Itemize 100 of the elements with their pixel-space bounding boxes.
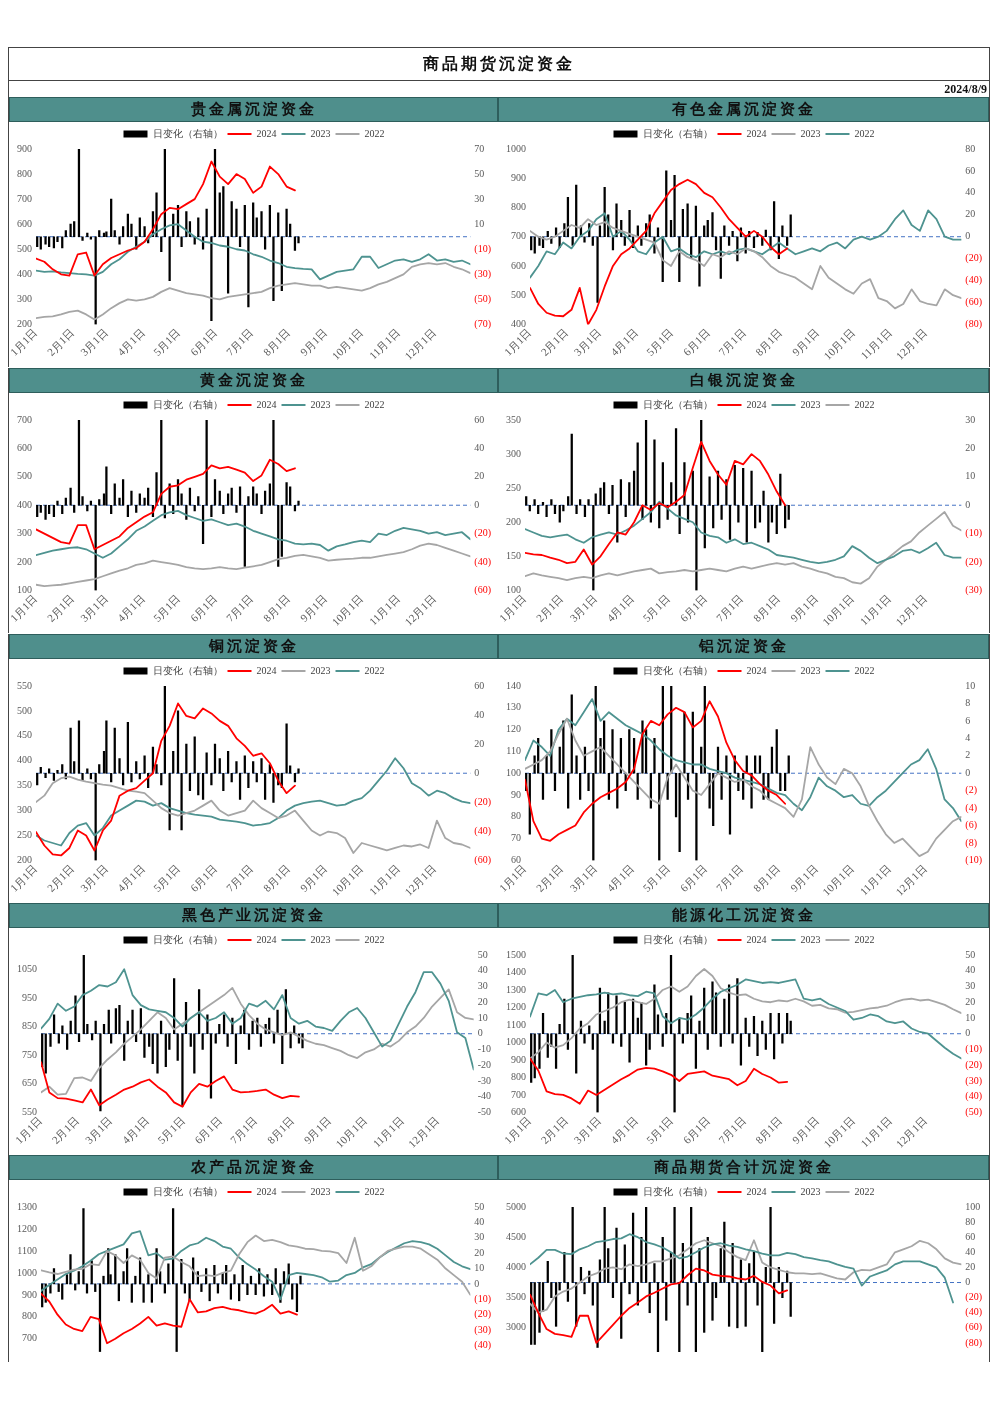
y2-tick-label: -40: [477, 1090, 492, 1102]
x-tick-label: 10月1日: [820, 862, 856, 898]
x-tick-label: 5月1日: [640, 862, 673, 894]
y2-tick-label: 0: [477, 1027, 483, 1039]
bar: [545, 504, 548, 517]
x-tick-label: 9月1日: [789, 1114, 822, 1146]
y2-tick-label: (20): [965, 555, 983, 568]
bar: [703, 225, 706, 238]
y-tick-label: 750: [22, 1048, 37, 1060]
x-tick-label: 4月1日: [115, 326, 147, 358]
x-tick-label: 11月1日: [857, 592, 893, 628]
x-tick-label: 6月1日: [677, 592, 710, 624]
y2-tick-label: 10: [965, 470, 976, 482]
x-tick-label: 10月1日: [820, 592, 856, 628]
bar: [583, 236, 586, 243]
x-tick-label: 5月1日: [150, 592, 183, 624]
x-tick-label: 3月1日: [567, 592, 600, 624]
x-tick-label: 11月1日: [370, 1114, 406, 1150]
legend-label: 2023: [310, 1185, 331, 1197]
legend-label: 2023: [800, 933, 821, 945]
y2-tick-label: (40): [474, 824, 492, 837]
y-tick-label: 800: [17, 167, 32, 179]
x-tick-label: 4月1日: [608, 326, 641, 358]
y2-tick-label: 30: [474, 192, 485, 204]
y2-tick-label: (60): [474, 584, 492, 597]
bar: [293, 236, 297, 251]
y2-tick-label: (20): [474, 795, 492, 808]
bar: [720, 772, 723, 800]
y-tick-label: 700: [511, 1088, 526, 1100]
bar: [135, 761, 138, 774]
x-tick-label: 6月1日: [187, 862, 220, 894]
bar: [259, 1033, 263, 1047]
x-tick-label: 4月1日: [604, 862, 637, 894]
y-tick-label: 500: [17, 242, 32, 254]
text: 商品期货沉淀资金: [9, 48, 989, 81]
y2-tick-label: (20): [965, 1291, 983, 1304]
legend-label: 2022: [854, 127, 875, 139]
legend-label: 日变化（右轴）: [642, 127, 713, 139]
y2-tick-label: (60): [474, 854, 492, 867]
y-tick-label: 1300: [17, 1200, 37, 1212]
y2-tick-label: 40: [965, 186, 976, 198]
x-tick-label: 10月1日: [329, 592, 366, 628]
y2-tick-label: 10: [965, 679, 976, 691]
y2-tick-label: (80): [965, 318, 983, 331]
y2-tick-label: 40: [477, 964, 488, 976]
x-tick-label: 10月1日: [329, 326, 366, 362]
bar: [105, 720, 108, 774]
y-tick-label: 140: [506, 679, 521, 691]
bar: [285, 482, 288, 506]
y2-tick-label: 50: [965, 948, 976, 960]
y2-tick-label: (20): [965, 252, 983, 265]
x-tick-label: 6月1日: [187, 592, 220, 624]
y2-tick-label: 30: [965, 413, 976, 425]
x-tick-label: 9月1日: [297, 862, 330, 894]
y2-tick-label: 0: [474, 498, 480, 510]
y-tick-label: 70: [511, 832, 521, 844]
y-tick-label: 120: [506, 723, 521, 735]
y-tick-label: 1100: [506, 1018, 526, 1030]
bar: [252, 761, 255, 774]
y2-tick-label: (10): [965, 527, 983, 540]
bar: [789, 1282, 792, 1317]
bar: [727, 1282, 731, 1327]
y2-tick-label: 10: [474, 1262, 485, 1274]
y2-tick-label: 4: [965, 731, 971, 743]
x-tick-label: 11月1日: [858, 326, 894, 362]
x-tick-label: 3月1日: [571, 1114, 604, 1146]
x-tick-label: 3月1日: [78, 862, 110, 894]
bar: [89, 500, 93, 506]
y2-tick-label: (40): [474, 1339, 492, 1352]
y-tick-label: 450: [17, 729, 32, 741]
y-tick-label: 130: [506, 701, 521, 713]
y2-tick-label: 40: [965, 964, 976, 976]
x-tick-label: 3月1日: [82, 1114, 115, 1146]
y2-tick-label: 20: [474, 470, 485, 482]
x-tick-label: 7月1日: [223, 326, 256, 358]
legend-label: 2022: [364, 664, 385, 676]
text: 2024/8/9: [943, 81, 988, 97]
y-tick-label: 300: [17, 293, 32, 304]
bar: [44, 504, 47, 520]
chart-title: 农产品沉淀资金: [9, 1155, 498, 1180]
x-tick-label: 12月1日: [893, 1114, 930, 1150]
x-tick-label: 7月1日: [223, 592, 256, 624]
bar: [764, 1033, 767, 1050]
y-tick-label: 900: [22, 1288, 37, 1300]
x-tick-label: 9月1日: [787, 592, 820, 624]
legend-label: 2024: [746, 398, 767, 410]
y-tick-label: 900: [511, 1053, 526, 1065]
y2-tick-label: 30: [965, 980, 976, 992]
bar: [89, 236, 93, 240]
y-tick-label: 1050: [17, 962, 37, 974]
bar: [226, 751, 230, 774]
x-tick-label: 5月1日: [640, 592, 673, 624]
bar: [673, 174, 676, 238]
legend-label: 2023: [800, 127, 821, 139]
y-tick-label: 1200: [506, 1001, 526, 1013]
legend-label: 2024: [746, 1185, 767, 1197]
bar: [176, 1033, 179, 1061]
y-tick-label: 1000: [506, 1036, 526, 1048]
bar: [285, 723, 288, 774]
y2-tick-label: (40): [965, 1090, 983, 1103]
